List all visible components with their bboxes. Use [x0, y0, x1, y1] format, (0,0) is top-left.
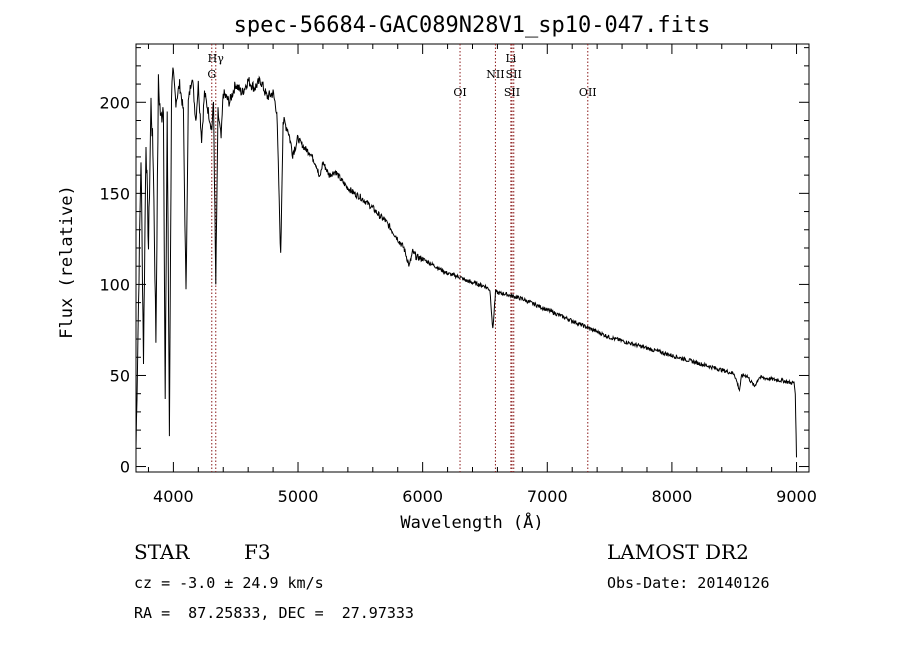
- plot-frame: [135, 43, 810, 473]
- observation-date: Obs-Date: 20140126: [607, 574, 770, 592]
- y-tick-label-4: 200: [99, 93, 130, 112]
- coordinates: RA = 87.25833, DEC = 27.97333: [134, 604, 414, 622]
- line-label-7: OII: [579, 86, 597, 99]
- x-axis-ticks: 4000 5000 6000 7000 8000 9000: [147, 44, 817, 506]
- x-tick-label-2: 6000: [402, 487, 443, 506]
- survey-name: LAMOST DR2: [607, 540, 749, 564]
- y-tick-label-2: 100: [99, 275, 130, 294]
- y-axis-label: Flux (relative): [57, 185, 77, 339]
- x-tick-label-3: 7000: [527, 487, 568, 506]
- line-label-0: Hγ: [208, 52, 225, 65]
- line-label-3: Li: [505, 52, 516, 65]
- x-tick-label-0: 4000: [153, 487, 194, 506]
- object-class: STAR: [134, 540, 190, 564]
- spectrum-line: [135, 67, 797, 458]
- y-tick-label-0: 0: [120, 458, 130, 477]
- redshift-velocity: cz = -3.0 ± 24.9 km/s: [134, 574, 324, 592]
- y-tick-label-1: 50: [110, 366, 130, 385]
- line-label-6: SII: [504, 86, 520, 99]
- line-label-4: NII: [486, 68, 504, 81]
- line-label-5: SII: [506, 68, 522, 81]
- x-tick-label-4: 8000: [652, 487, 693, 506]
- plot-area: [135, 43, 810, 473]
- spectral-line-markers: [211, 44, 589, 472]
- x-tick-label-5: 9000: [776, 487, 817, 506]
- y-tick-label-3: 150: [99, 184, 130, 203]
- object-subclass: F3: [244, 540, 271, 564]
- line-label-2: OI: [453, 86, 466, 99]
- chart-title: spec-56684-GAC089N28V1_sp10-047.fits: [234, 13, 711, 38]
- x-axis-label: Wavelength (Å): [400, 511, 543, 533]
- y-axis-ticks: 0 50 100 150 200: [99, 47, 809, 477]
- line-label-1: G: [207, 68, 216, 81]
- x-tick-label-1: 5000: [278, 487, 319, 506]
